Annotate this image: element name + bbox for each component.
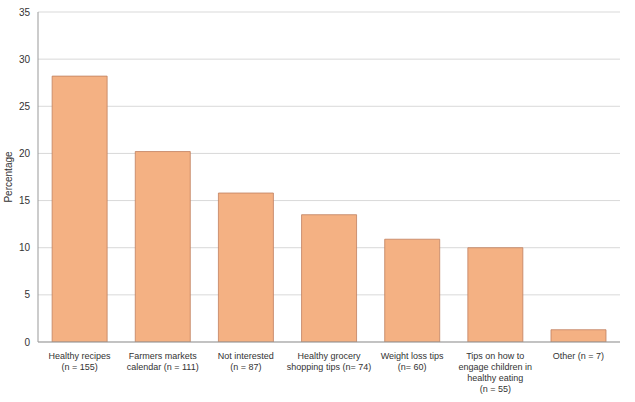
svg-text:Other (n = 7): Other (n = 7) (553, 351, 604, 361)
svg-text:25: 25 (19, 101, 31, 112)
svg-text:20: 20 (19, 148, 31, 159)
svg-text:0: 0 (24, 337, 30, 348)
svg-text:10: 10 (19, 242, 31, 253)
svg-text:15: 15 (19, 195, 31, 206)
svg-text:Healthy groceryshopping tips (: Healthy groceryshopping tips (n= 74) (287, 351, 371, 372)
svg-text:Tips on how toengage children: Tips on how toengage children inhealthy … (459, 351, 533, 394)
svg-text:Weight loss tips(n= 60): Weight loss tips(n= 60) (381, 351, 444, 372)
svg-text:35: 35 (19, 7, 31, 18)
svg-text:30: 30 (19, 54, 31, 65)
svg-text:Farmers marketscalendar (n = 1: Farmers marketscalendar (n = 111) (127, 351, 199, 372)
svg-text:Percentage: Percentage (8, 151, 14, 203)
svg-text:Healthy recipes(n = 155): Healthy recipes(n = 155) (49, 351, 112, 372)
svg-text:Not interested(n = 87): Not interested(n = 87) (218, 351, 274, 372)
svg-text:5: 5 (24, 289, 30, 300)
